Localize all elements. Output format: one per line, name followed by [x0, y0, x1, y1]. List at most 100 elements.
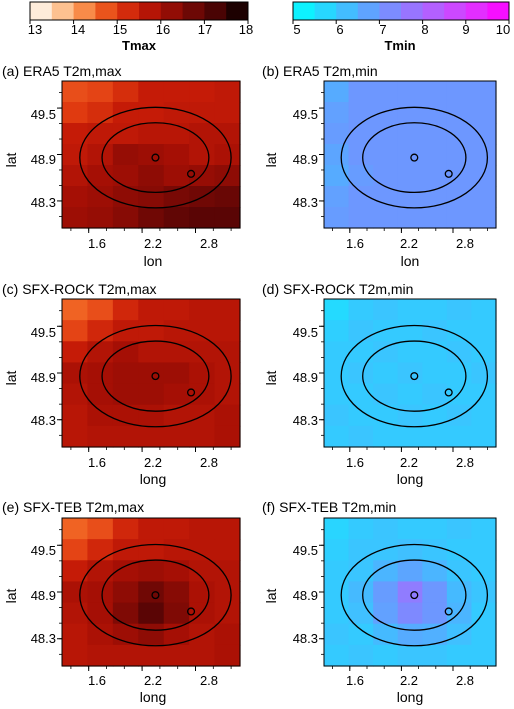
heatmap-cell — [348, 644, 374, 667]
colorbar-tmax-tick-label: 18 — [239, 22, 253, 37]
heatmap-cell — [422, 320, 448, 342]
heatmap-cell — [189, 425, 216, 448]
heatmap-cell — [373, 320, 399, 342]
heatmap-cell — [373, 123, 399, 145]
heatmap-cell — [62, 404, 89, 427]
heatmap-cell — [163, 362, 190, 385]
heatmap-cell — [471, 102, 497, 124]
heatmap-cell — [87, 341, 114, 364]
panel-f-ytick-label: 49.5 — [293, 543, 318, 558]
colorbar-segment — [465, 2, 488, 20]
heatmap-cell — [348, 560, 374, 583]
heatmap-cell — [348, 102, 374, 124]
site-marker — [187, 169, 196, 178]
site-marker — [187, 388, 196, 397]
heatmap-cell — [422, 581, 448, 604]
heatmap-cell — [163, 560, 190, 583]
panel-a-title: (a) ERA5 T2m,max — [2, 63, 122, 79]
heatmap-cell — [214, 186, 241, 208]
colorbar-tmax-cells — [30, 2, 249, 20]
colorbar-segment — [73, 2, 96, 20]
heatmap-cell — [138, 341, 165, 364]
panel-e-ytick-label: 48.9 — [31, 588, 56, 603]
panel-b-xtick-label: 2.8 — [456, 236, 474, 251]
heatmap-cell — [62, 581, 89, 604]
heatmap-cell — [214, 602, 241, 625]
heatmap-cell — [163, 518, 190, 540]
heatmap-cell — [471, 518, 497, 540]
panel-a-axes — [57, 80, 241, 233]
heatmap-cell — [446, 207, 473, 229]
heatmap-cell — [397, 81, 423, 103]
panel-a-xlabel: lon — [144, 253, 163, 269]
heatmap-cell — [87, 383, 114, 406]
heatmap-cell — [324, 644, 350, 667]
heatmap-cell — [138, 144, 165, 166]
colorbar-segment — [182, 2, 205, 20]
panel-f-overlay — [340, 543, 489, 647]
colorbar-segment — [95, 2, 118, 20]
heatmap-cell — [471, 186, 497, 208]
colorbar-segment — [357, 2, 380, 20]
colorbar-segment — [30, 2, 53, 20]
heatmap-cell — [163, 320, 190, 342]
heatmap-cell — [87, 362, 114, 385]
panel-d-ylabel: lat — [263, 371, 279, 386]
heatmap-cell — [471, 383, 497, 406]
heatmap-cell — [373, 299, 399, 321]
panel-b-ytick-label: 49.5 — [293, 107, 318, 122]
heatmap-cell — [348, 81, 374, 103]
heatmap-cell — [189, 560, 216, 583]
heatmap-cell — [138, 581, 165, 604]
heatmap-cell — [397, 102, 423, 124]
heatmap-cell — [397, 144, 423, 166]
heatmap-cell — [446, 560, 473, 583]
heatmap-cell — [87, 207, 114, 229]
heatmap-cell — [397, 362, 423, 385]
heatmap-cell — [373, 207, 399, 229]
heatmap-cell — [138, 425, 165, 448]
heatmap-cell — [422, 102, 448, 124]
heatmap-cell — [214, 207, 241, 229]
panel-e-ylabel: lat — [3, 589, 19, 604]
heatmap-cell — [87, 320, 114, 342]
heatmap-cell — [397, 207, 423, 229]
panel-c-xtick-label: 2.8 — [200, 455, 218, 470]
heatmap-cell — [189, 644, 216, 667]
panel-f-title: (f) SFX-TEB T2m,min — [262, 499, 396, 515]
colorbar-tmax-ticks — [29, 20, 249, 24]
heatmap-cell — [189, 102, 216, 124]
heatmap-cell — [471, 123, 497, 145]
heatmap-cell — [87, 102, 114, 124]
panel-a-ytick-label: 49.5 — [31, 107, 56, 122]
heatmap-cell — [62, 560, 89, 583]
heatmap-cell — [397, 186, 423, 208]
heatmap-cell — [324, 144, 350, 166]
heatmap-cell — [138, 539, 165, 561]
heatmap-cell — [112, 320, 139, 342]
heatmap-cell — [348, 123, 374, 145]
heatmap-cell — [87, 425, 114, 448]
heatmap-cell — [373, 144, 399, 166]
site-marker — [187, 607, 196, 616]
heatmap-cell — [348, 404, 374, 427]
heatmap-cell — [471, 425, 497, 448]
heatmap-cell — [373, 341, 399, 364]
panel-d-ytick-label: 48.9 — [293, 370, 318, 385]
heatmap-cell — [446, 144, 473, 166]
panel-d-overlay — [340, 324, 489, 428]
site-marker — [444, 169, 453, 178]
site-marker — [151, 153, 160, 162]
panel-d-heatmap — [324, 299, 497, 448]
heatmap-cell — [324, 518, 350, 540]
radius-circle — [79, 324, 232, 428]
heatmap-cell — [87, 644, 114, 667]
heatmap-cell — [373, 518, 399, 540]
colorbar-segment — [314, 2, 337, 20]
heatmap-cell — [112, 560, 139, 583]
heatmap-cell — [189, 320, 216, 342]
heatmap-cell — [87, 581, 114, 604]
site-marker — [151, 591, 160, 600]
heatmap-cell — [87, 404, 114, 427]
colorbar-tmin-tick-label: 7 — [379, 22, 386, 37]
